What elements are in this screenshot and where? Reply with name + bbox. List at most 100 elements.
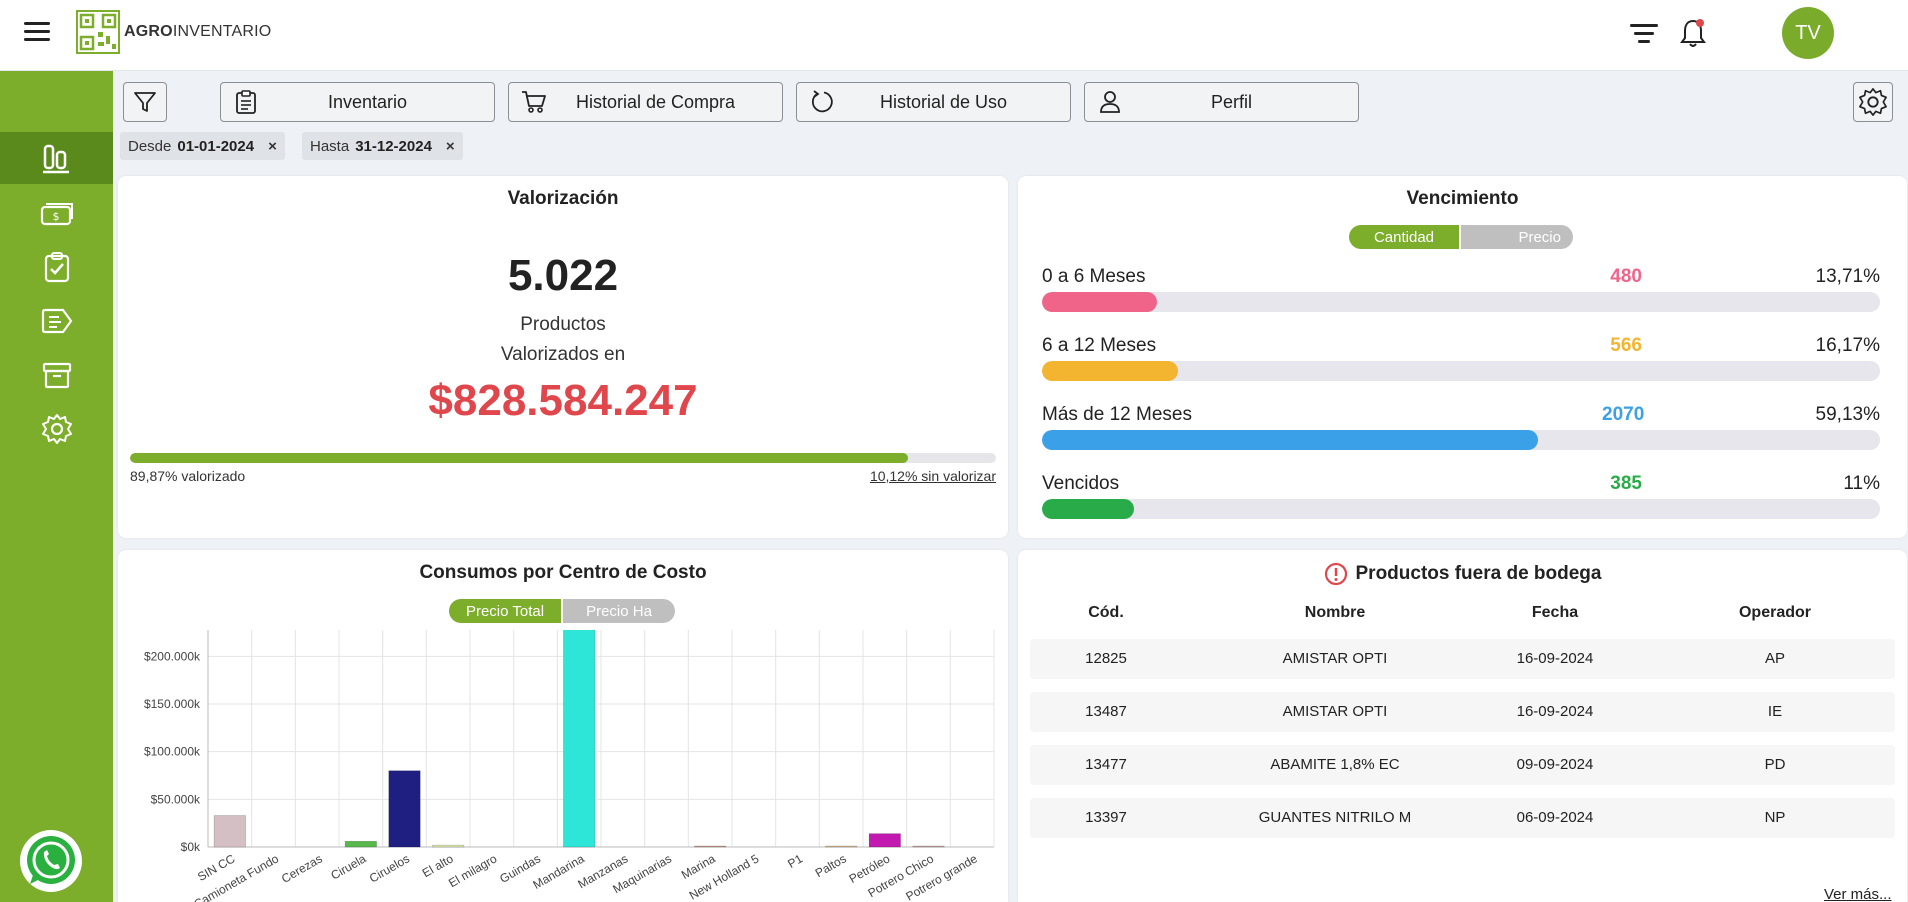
nav-historial-compra-label: Historial de Compra	[575, 91, 736, 112]
vencimiento-row-percent: 11%	[1843, 473, 1880, 494]
table-cell: NP	[1764, 809, 1786, 826]
vencimiento-progress-bar	[1042, 361, 1880, 381]
date-to-chip: Hasta 31-12-2024 ×	[302, 132, 463, 160]
vencimiento-row: 6 a 12 Meses 566 16,17%	[1042, 335, 1880, 383]
app-logo[interactable]: AGROINVENTARIO	[76, 8, 271, 56]
valorizacion-title: Valorización	[507, 188, 619, 209]
x-tick-label: Cerezas	[279, 851, 325, 885]
dashboard-icon	[42, 144, 69, 174]
valorizacion-card: Valorización 5.022 Productos Valorizados…	[118, 176, 1008, 538]
sidebar-item-dashboard[interactable]	[0, 132, 113, 184]
vencimiento-row-label: 6 a 12 Meses	[1042, 335, 1157, 356]
productos-label: Productos	[520, 314, 606, 335]
vencimiento-row-percent: 16,17%	[1815, 335, 1880, 356]
cart-icon	[522, 91, 546, 113]
bar	[213, 815, 246, 848]
logo-text: AGROINVENTARIO	[124, 23, 272, 40]
vencimiento-progress-fill	[1042, 361, 1178, 381]
vencimiento-progress-fill	[1042, 499, 1135, 519]
nav-inventario-button[interactable]: Inventario	[220, 82, 495, 122]
whatsapp-icon	[21, 831, 81, 891]
x-tick-label: Ciruela	[328, 851, 368, 882]
consumos-bar-chart: $0k$50.000k$100.000k$150.000k$200.000k$2…	[144, 630, 995, 902]
table-cell: 16-09-2024	[1516, 650, 1594, 667]
fuera-bodega-title: Productos fuera de bodega	[1355, 563, 1602, 584]
menu-icon[interactable]	[24, 22, 50, 42]
table-cell: 09-09-2024	[1516, 756, 1594, 773]
settings-button[interactable]	[1853, 82, 1893, 122]
table-row[interactable]: 13487 AMISTAR OPTI 16-09-2024 IE	[1030, 692, 1895, 732]
date-to-value: 31-12-2024	[355, 137, 432, 155]
top-header: AGROINVENTARIO TV	[0, 0, 1908, 71]
sidebar-item-settings[interactable]	[0, 403, 113, 455]
table-cell: 12825	[1085, 650, 1127, 667]
sin-valorizar-link[interactable]: 10,12% sin valorizar	[869, 468, 996, 484]
table-header: Cód. Nombre Fecha Operador	[1030, 604, 1900, 626]
vencimiento-row-count: 480	[1610, 266, 1642, 287]
table-cell: AMISTAR OPTI	[1282, 650, 1388, 667]
vencimiento-progress-bar	[1042, 430, 1880, 450]
vencimiento-card: Vencimiento Cantidad Precio 0 a 6 Meses 4…	[1018, 176, 1907, 538]
vencimiento-row-count: 2070	[1602, 404, 1645, 425]
toggle-cantidad[interactable]: Cantidad	[1349, 225, 1459, 249]
vencimiento-row-label: Más de 12 Meses	[1042, 404, 1192, 425]
nav-perfil-label: Perfil	[1210, 91, 1252, 112]
cash-icon: $	[40, 203, 73, 226]
consumos-title: Consumos por Centro de Costo	[419, 562, 707, 583]
date-from-chip: Desde 01-01-2024 ×	[120, 132, 285, 160]
vencimiento-toggle: Cantidad Precio	[1349, 225, 1573, 249]
sidebar-item-archive[interactable]	[0, 349, 113, 401]
clipboard-check-icon	[44, 252, 69, 283]
bar	[694, 845, 727, 848]
x-tick-label: Ciruelos	[367, 851, 412, 885]
svg-text:$: $	[52, 210, 59, 223]
remove-from-filter-icon[interactable]: ×	[268, 137, 277, 155]
vencimiento-title: Vencimiento	[1406, 188, 1519, 209]
table-row[interactable]: 13397 GUANTES NITRILO M 06-09-2024 NP	[1030, 798, 1895, 838]
productos-count: 5.022	[507, 251, 619, 300]
table-cell: 13397	[1085, 809, 1127, 826]
bar	[344, 840, 377, 848]
nav-inventario-label: Inventario	[327, 91, 408, 112]
filter-button[interactable]	[123, 82, 167, 122]
table-cell: IE	[1767, 703, 1783, 720]
date-from-value: 01-01-2024	[177, 137, 255, 155]
valorizado-label: 89,87% valorizado	[130, 468, 246, 484]
nav-historial-uso-button[interactable]: Historial de Uso	[796, 82, 1071, 122]
consumos-toggle: Precio Total Precio Ha	[449, 599, 675, 623]
vencimiento-progress-bar	[1042, 499, 1880, 519]
alert-icon	[1324, 562, 1347, 586]
x-tick-label: El milagro	[446, 851, 499, 890]
y-tick-label: $100.000k	[144, 745, 201, 759]
remove-to-filter-icon[interactable]: ×	[445, 137, 455, 155]
vencimiento-progress-bar	[1042, 292, 1880, 312]
gear-icon	[1859, 88, 1887, 116]
y-tick-label: $50.000k	[151, 792, 201, 806]
archive-icon	[42, 362, 71, 389]
notification-bell-icon[interactable]	[1680, 18, 1706, 48]
sidebar-item-money[interactable]: $	[0, 187, 113, 239]
valorizacion-progress-bar	[130, 453, 996, 463]
valorizados-label: Valorizados en	[500, 344, 626, 365]
vencimiento-progress-fill	[1042, 430, 1538, 450]
x-tick-label: P1	[785, 851, 805, 871]
ver-mas-link[interactable]: Ver más...	[1824, 886, 1892, 902]
sidebar-item-list[interactable]	[0, 295, 113, 347]
toggle-precio-ha[interactable]: Precio Ha	[563, 599, 675, 623]
toggle-precio[interactable]: Precio	[1461, 225, 1573, 249]
whatsapp-button[interactable]	[20, 830, 82, 892]
sidebar-item-tasks[interactable]	[0, 241, 113, 293]
table-cell: 13487	[1085, 703, 1127, 720]
filter-lines-icon[interactable]	[1630, 24, 1658, 44]
date-to-label: Hasta	[310, 137, 350, 155]
bar	[912, 845, 945, 848]
table-row[interactable]: 13477 ABAMITE 1,8% EC 09-09-2024 PD	[1030, 745, 1895, 785]
nav-perfil-button[interactable]: Perfil	[1084, 82, 1359, 122]
col-operador: Operador	[1738, 604, 1811, 621]
col-codigo: Cód.	[1088, 604, 1124, 621]
x-tick-label: Paltos	[813, 851, 849, 880]
nav-historial-compra-button[interactable]: Historial de Compra	[508, 82, 783, 122]
user-avatar[interactable]: TV	[1782, 7, 1834, 59]
toggle-precio-total[interactable]: Precio Total	[449, 599, 561, 623]
table-row[interactable]: 12825 AMISTAR OPTI 16-09-2024 AP	[1030, 639, 1895, 679]
